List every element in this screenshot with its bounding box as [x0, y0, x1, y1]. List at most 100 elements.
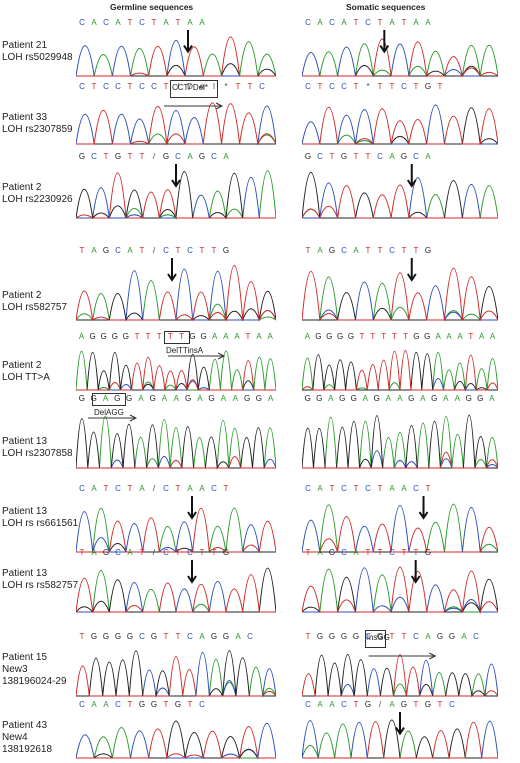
base-letter: A: [256, 332, 262, 341]
base-letter: T: [389, 632, 395, 641]
base-letter: T: [377, 18, 383, 27]
somatic-chromatogram: [302, 164, 498, 220]
trace-a: [302, 185, 498, 219]
base-letter: A: [401, 484, 407, 493]
trace-a: [76, 659, 276, 698]
base-letter: C: [365, 18, 371, 27]
base-letter: T: [178, 332, 184, 341]
base-letter: C: [79, 484, 85, 493]
base-letter: A: [461, 632, 467, 641]
base-letter: T: [365, 548, 371, 557]
base-letter: G: [126, 632, 134, 641]
base-letter: C: [473, 632, 479, 641]
base-letter: A: [199, 484, 205, 493]
highlight-box: [164, 331, 190, 344]
mutation-annotation: DelAGG: [94, 408, 124, 417]
base-letter: C: [305, 82, 311, 91]
base-letter: G: [243, 394, 251, 403]
base-letter: G: [413, 332, 420, 341]
base-letter: A: [220, 394, 227, 403]
base-letter: C: [115, 700, 121, 709]
base-letter: G: [431, 394, 438, 403]
base-letter: C: [413, 152, 419, 161]
patient-label: Patient 2: [2, 290, 42, 301]
base-letter: A: [353, 548, 359, 557]
base-letter: T: [235, 82, 241, 91]
base-letter: G: [114, 394, 121, 403]
base-letter: G: [89, 332, 96, 341]
base-letter: C: [79, 18, 85, 27]
base-letter: G: [352, 632, 360, 641]
trace-t: [302, 38, 498, 78]
trace-g: [302, 654, 498, 698]
base-letter: G: [255, 394, 262, 403]
base-letter: G: [424, 548, 432, 557]
row-label: Patient 13 LOH rs rs582757: [2, 568, 78, 592]
patient-label: Patient 43: [2, 720, 48, 731]
base-letter: C: [329, 82, 335, 91]
base-letter: A: [173, 394, 179, 403]
trace-t: [76, 574, 276, 613]
base-letter: C: [341, 246, 347, 255]
base-letter: T: [247, 82, 253, 91]
germline-chromatogram: [76, 30, 276, 77]
base-letter: A: [317, 18, 323, 27]
somatic-chromatogram: [302, 414, 498, 470]
base-letter: T: [167, 332, 173, 341]
base-letter: G: [340, 632, 348, 641]
base-letter: G: [350, 394, 357, 403]
base-letter: A: [232, 394, 238, 403]
arrow-down-icon: [418, 511, 429, 520]
row-label: Patient 2 LOH rs582757: [2, 290, 67, 314]
arrow-right-icon: [215, 102, 224, 110]
base-letter: /: [152, 548, 156, 557]
base-letter: /: [152, 246, 156, 255]
base-letter: T: [370, 332, 376, 341]
base-letter: A: [385, 394, 391, 403]
base-letter: A: [479, 332, 485, 341]
base-letter: C: [187, 548, 193, 557]
base-letter: A: [389, 484, 395, 493]
base-letter: C: [139, 18, 145, 27]
base-letter: T: [389, 82, 395, 91]
base-letter: G: [424, 700, 432, 709]
base-letter: A: [317, 548, 323, 557]
base-letter: T: [156, 332, 162, 341]
base-letter: A: [103, 700, 109, 709]
base-letter: T: [413, 82, 419, 91]
base-letter: T: [245, 332, 251, 341]
base-letter: C: [401, 82, 407, 91]
base-letter: G: [150, 700, 158, 709]
trace-c: [76, 105, 276, 145]
base-letter: C: [211, 152, 217, 161]
trace-c: [302, 177, 498, 219]
base-letter: T: [401, 246, 407, 255]
base-letter: A: [127, 548, 133, 557]
base-letter: C: [317, 152, 323, 161]
base-letter: C: [79, 700, 85, 709]
base-letter: T: [103, 152, 109, 161]
base-letter: T: [392, 332, 398, 341]
base-letter: T: [381, 332, 387, 341]
mutation-annotation: InsGG: [366, 633, 390, 642]
germline-chromatogram: [76, 650, 276, 698]
base-letter: G: [100, 332, 107, 341]
base-letter: A: [267, 394, 274, 403]
chromatogram-row: Patient 13 LOH rs rs661561 C A T C T A / C T A A C T C A…: [0, 484, 520, 556]
base-letter: A: [362, 394, 368, 403]
highlight-box: [170, 80, 218, 98]
patient-label: Patient 15: [2, 652, 48, 663]
sequence-letters: T A G C A T / C T C T T G: [76, 246, 232, 255]
variant-label: LOH rs5029948: [2, 52, 73, 63]
base-letter: G: [111, 332, 118, 341]
chromatogram-row: Patient 13 LOH rs rs582757 T A G C A T / C T C T T G T A…: [0, 548, 520, 616]
trace-g: [76, 650, 276, 697]
base-letter: /: [378, 700, 382, 709]
base-letter: A: [489, 394, 495, 403]
variant-label: New3: [2, 664, 28, 675]
